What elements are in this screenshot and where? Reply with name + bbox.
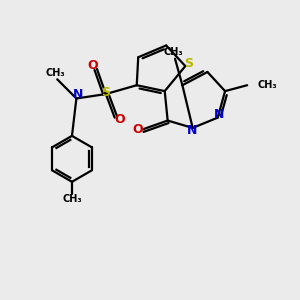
Text: N: N [214, 108, 224, 121]
Text: N: N [187, 124, 197, 137]
Text: N: N [73, 88, 83, 101]
Text: O: O [87, 59, 98, 72]
Text: O: O [132, 123, 143, 136]
Text: CH₃: CH₃ [46, 68, 66, 78]
Text: CH₃: CH₃ [164, 47, 183, 57]
Text: S: S [184, 57, 194, 70]
Text: CH₃: CH₃ [257, 80, 277, 90]
Text: O: O [115, 113, 125, 127]
Text: CH₃: CH₃ [62, 194, 82, 204]
Text: S: S [101, 86, 110, 99]
